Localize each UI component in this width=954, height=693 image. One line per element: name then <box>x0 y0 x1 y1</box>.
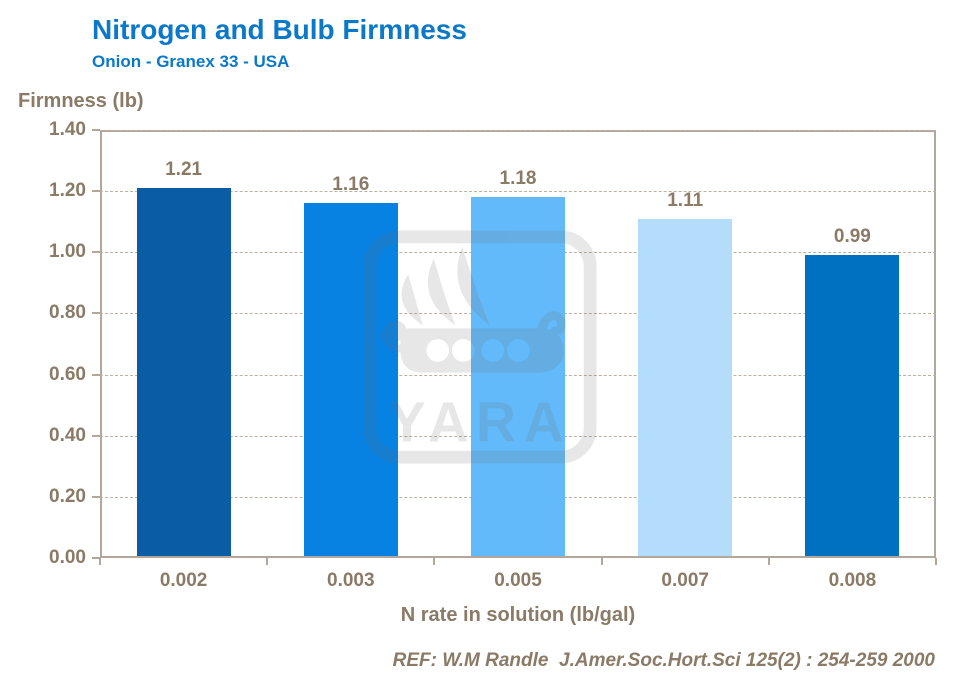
x-tick-label: 0.007 <box>661 570 709 591</box>
x-tick-mark <box>266 558 269 565</box>
y-tick-mark <box>92 129 100 131</box>
y-tick-mark <box>92 557 100 559</box>
x-tick-label: 0.002 <box>159 570 208 591</box>
bar-0.005 <box>471 197 565 556</box>
x-tick-mark <box>935 558 937 565</box>
y-tick-label: 1.40 <box>49 119 86 140</box>
x-tick-mark <box>600 558 603 565</box>
bar-0.002 <box>136 188 231 556</box>
x-tick-mark <box>767 558 770 565</box>
y-tick-label: 1.20 <box>49 180 86 202</box>
chart-subtitle: Onion - Granex 33 - USA <box>92 52 290 71</box>
bar-0.008 <box>805 255 900 556</box>
y-tick-label: 0.60 <box>49 363 86 385</box>
y-tick-mark <box>92 495 100 498</box>
bar-0.007 <box>638 218 733 556</box>
y-tick-mark <box>92 251 100 254</box>
bar-value-label: 1.18 <box>499 168 537 190</box>
gridline <box>100 191 936 193</box>
x-tick-label: 0.008 <box>828 570 877 591</box>
bar-value-label: 1.11 <box>667 189 704 211</box>
y-tick-mark <box>92 312 100 315</box>
y-axis-title: Firmness (lb) <box>18 90 144 112</box>
bar-value-label: 0.99 <box>833 226 871 248</box>
y-tick-label: 0.20 <box>49 485 86 507</box>
y-tick-mark <box>92 190 100 193</box>
x-axis-title: N rate in solution (lb/gal) <box>400 604 636 626</box>
x-tick-label: 0.005 <box>494 570 542 591</box>
x-tick-label: 0.003 <box>327 570 375 591</box>
y-tick-mark <box>92 373 100 376</box>
bar-value-label: 1.21 <box>165 159 203 181</box>
x-tick-mark <box>433 558 436 565</box>
y-tick-label: 0.80 <box>49 302 86 324</box>
bar-value-label: 1.16 <box>332 174 370 196</box>
y-tick-label: 1.00 <box>49 241 86 263</box>
y-tick-label: 0.00 <box>49 547 86 568</box>
x-tick-mark <box>99 558 101 565</box>
reference-text: REF: W.M Randle J.Amer.Soc.Hort.Sci 125(… <box>392 650 935 671</box>
y-tick-mark <box>92 434 100 437</box>
chart-title: Nitrogen and Bulb Firmness <box>92 14 467 45</box>
bar-0.003 <box>303 203 398 556</box>
gridline <box>100 130 936 131</box>
y-tick-label: 0.40 <box>49 424 86 446</box>
